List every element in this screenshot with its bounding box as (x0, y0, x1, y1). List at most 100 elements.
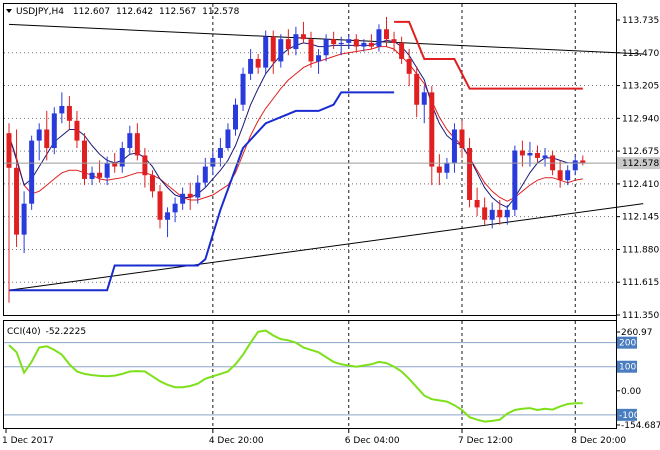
candle-body (59, 105, 65, 114)
trendline (8, 203, 644, 291)
candle-body (255, 58, 261, 68)
cci-level-label: 200 (619, 339, 636, 349)
candle-body (165, 212, 171, 220)
candle (504, 204, 510, 225)
candle (323, 34, 329, 62)
price-tick-label: 111.615 (622, 278, 659, 288)
time-tick-label: 1 Dec 2017 (2, 436, 54, 446)
candle-body (353, 39, 359, 47)
candle (225, 123, 231, 151)
candle-body (270, 36, 276, 62)
candle-body (44, 129, 50, 149)
candle-body (66, 105, 72, 121)
candle (14, 129, 20, 247)
candle (489, 202, 495, 229)
candle-body (157, 191, 163, 220)
candle (414, 66, 420, 118)
candle-body (285, 39, 291, 50)
candle (134, 123, 140, 161)
candle-body (149, 175, 155, 192)
candle (21, 191, 27, 254)
candle (29, 135, 35, 210)
menu-triangle-icon[interactable] (6, 9, 12, 13)
candle (59, 92, 65, 124)
candle-body (421, 92, 427, 105)
candle-body (535, 152, 540, 158)
symbol-label: USDJPY,H4 (16, 7, 64, 17)
candle-body (217, 148, 223, 158)
candle-body (368, 42, 374, 47)
candle (104, 156, 110, 186)
candle-body (104, 162, 110, 178)
candle (293, 26, 299, 56)
price-tick-label: 113.470 (622, 49, 659, 59)
price-axis-labels: 113.735 113.470 113.205 112.940 112.675 112.4… (616, 16, 659, 321)
candle-body (414, 73, 420, 105)
cci-level-box (617, 360, 637, 373)
candle (74, 110, 80, 149)
candle (535, 145, 540, 163)
candle-body (233, 104, 238, 130)
cci-value: -52.2225 (46, 327, 86, 337)
candle-body (278, 39, 284, 62)
candle-body (308, 39, 314, 62)
price-tick-label: 111.350 (622, 311, 659, 321)
candle (308, 31, 314, 68)
price-tick-label: 113.735 (622, 16, 659, 26)
candle-body (346, 39, 352, 43)
cci-tick-label: 260.97 (621, 328, 653, 338)
candle-body (436, 166, 442, 173)
time-tick-label: 6 Dec 04:00 (345, 436, 400, 446)
candle-body (82, 140, 87, 179)
cci-tick-label: 0.00 (621, 387, 641, 397)
cci-level-box (617, 408, 637, 421)
candle-body (263, 36, 269, 68)
candle (482, 197, 488, 225)
candle (527, 141, 533, 167)
time-axis-labels: 1 Dec 2017 4 Dec 20:00 6 Dec 04:00 7 Dec 12… (2, 429, 626, 446)
candle (149, 170, 155, 198)
candle (421, 86, 427, 124)
current-price-marker: 112.578 (4, 157, 660, 170)
candle (36, 123, 42, 161)
candle (142, 148, 148, 188)
candle-body (512, 150, 518, 210)
candle-body (119, 148, 125, 167)
candle-body (459, 129, 465, 149)
price-tick-label: 111.880 (622, 245, 659, 255)
candle-body (384, 29, 389, 40)
candle (172, 197, 178, 223)
candle-body (127, 133, 133, 149)
candle (195, 175, 201, 204)
candle (497, 199, 503, 225)
price-tick-label: 113.205 (622, 82, 659, 92)
candle (119, 141, 125, 173)
candle-body (519, 150, 525, 156)
time-tick-label: 8 Dec 20:00 (571, 436, 626, 446)
cci-level-label: 100 (619, 363, 636, 373)
svg-text:USDJPY,H4 112.607: USDJPY,H4 112.607 112.642 112.567 112.57… (16, 7, 240, 17)
candle (331, 31, 337, 50)
candle (6, 123, 12, 303)
candle-body (338, 42, 344, 45)
candle-body (504, 209, 510, 218)
candle (157, 185, 163, 229)
candle (263, 30, 269, 74)
candle-body (527, 152, 533, 156)
candle (217, 138, 223, 167)
candle-body (300, 34, 306, 40)
cci-indicator: 200 100 -100 (4, 329, 640, 423)
cci-axis-labels: 260.97 0.00 -154.6875 (616, 328, 660, 431)
candle (180, 187, 186, 210)
candle (361, 39, 367, 52)
candle (557, 160, 563, 188)
cci-series (8, 329, 583, 423)
candle-body (248, 58, 254, 74)
candle-body (474, 199, 480, 208)
candle-body (444, 162, 450, 173)
candle-body (180, 193, 186, 204)
current-price-box (617, 157, 660, 170)
candle-body (172, 203, 178, 213)
candle-body (187, 193, 193, 198)
